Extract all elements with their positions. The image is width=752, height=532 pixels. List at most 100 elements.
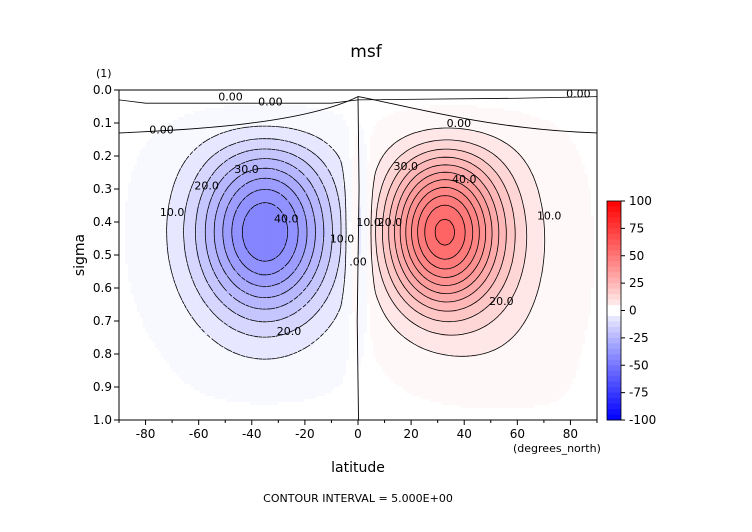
field-cell: [169, 414, 174, 418]
field-cell: [139, 123, 144, 127]
field-cell: [148, 324, 153, 328]
field-cell: [145, 396, 150, 400]
field-cell: [184, 189, 189, 193]
field-cell: [172, 378, 177, 382]
field-cell: [136, 129, 141, 133]
field-cell: [166, 321, 171, 325]
field-cell: [160, 270, 165, 274]
field-cell: [127, 135, 132, 139]
field-cell: [133, 270, 138, 274]
field-cell: [172, 249, 177, 253]
field-cell: [181, 345, 186, 349]
field-cell: [139, 393, 144, 397]
field-cell: [187, 219, 192, 223]
field-cell: [119, 330, 123, 334]
field-cell: [172, 396, 177, 400]
field-cell: [119, 273, 123, 277]
field-cell: [127, 351, 132, 355]
field-cell: [169, 411, 174, 415]
field-cell: [145, 132, 150, 136]
field-cell: [181, 150, 186, 154]
field-cell: [193, 93, 198, 97]
field-cell: [166, 201, 171, 205]
field-cell: [190, 147, 195, 151]
field-cell: [193, 243, 198, 247]
field-cell: [163, 186, 168, 190]
field-cell: [119, 327, 123, 331]
field-cell: [178, 300, 183, 304]
field-cell: [157, 417, 162, 421]
field-cell: [169, 405, 174, 409]
field-cell: [175, 177, 180, 181]
field-cell: [136, 207, 141, 211]
field-cell: [184, 336, 189, 340]
field-cell: [190, 375, 195, 379]
field-cell: [121, 198, 126, 202]
field-cell: [130, 327, 135, 331]
field-cell: [130, 294, 135, 298]
field-cell: [169, 111, 174, 115]
field-cell: [193, 150, 198, 154]
field-cell: [178, 225, 183, 229]
field-cell: [175, 321, 180, 325]
field-cell: [121, 168, 126, 172]
field-cell: [148, 228, 153, 232]
field-cell: [139, 144, 144, 148]
field-cell: [160, 132, 165, 136]
field-cell: [121, 177, 126, 181]
field-cell: [163, 378, 168, 382]
field-cell: [160, 360, 165, 364]
field-cell: [121, 348, 126, 352]
field-cell: [178, 342, 183, 346]
field-cell: [175, 414, 180, 418]
field-cell: [142, 90, 147, 94]
field-cell: [139, 282, 144, 286]
field-cell: [148, 300, 153, 304]
field-cell: [166, 402, 171, 406]
field-cell: [121, 180, 126, 184]
field-cell: [151, 210, 156, 214]
field-cell: [127, 288, 132, 292]
field-cell: [127, 195, 132, 199]
field-cell: [119, 138, 123, 142]
field-cell: [166, 357, 171, 361]
field-cell: [166, 102, 171, 106]
field-cell: [184, 222, 189, 226]
field-cell: [151, 276, 156, 280]
field-cell: [172, 354, 177, 358]
field-cell: [151, 111, 156, 115]
field-cell: [181, 252, 186, 256]
field-cell: [187, 330, 192, 334]
field-cell: [178, 246, 183, 250]
field-cell: [181, 402, 186, 406]
field-cell: [119, 366, 123, 370]
field-cell: [139, 111, 144, 115]
field-cell: [163, 333, 168, 337]
field-cell: [139, 168, 144, 172]
field-cell: [184, 354, 189, 358]
field-cell: [172, 147, 177, 151]
field-cell: [154, 345, 159, 349]
field-cell: [169, 273, 174, 277]
field-cell: [187, 183, 192, 187]
field-cell: [154, 114, 159, 118]
field-cell: [127, 204, 132, 208]
field-cell: [163, 258, 168, 262]
field-cell: [136, 150, 141, 154]
field-cell: [178, 171, 183, 175]
field-cell: [148, 168, 153, 172]
field-cell: [160, 351, 165, 355]
field-cell: [151, 348, 156, 352]
field-cell: [121, 357, 126, 361]
field-cell: [196, 132, 201, 136]
field-cell: [133, 306, 138, 310]
field-cell: [184, 348, 189, 352]
field-cell: [166, 228, 171, 232]
field-cell: [124, 171, 129, 175]
field-cell: [172, 219, 177, 223]
field-cell: [127, 387, 132, 391]
field-cell: [148, 195, 153, 199]
field-cell: [151, 345, 156, 349]
field-cell: [142, 264, 147, 268]
field-cell: [193, 246, 198, 250]
